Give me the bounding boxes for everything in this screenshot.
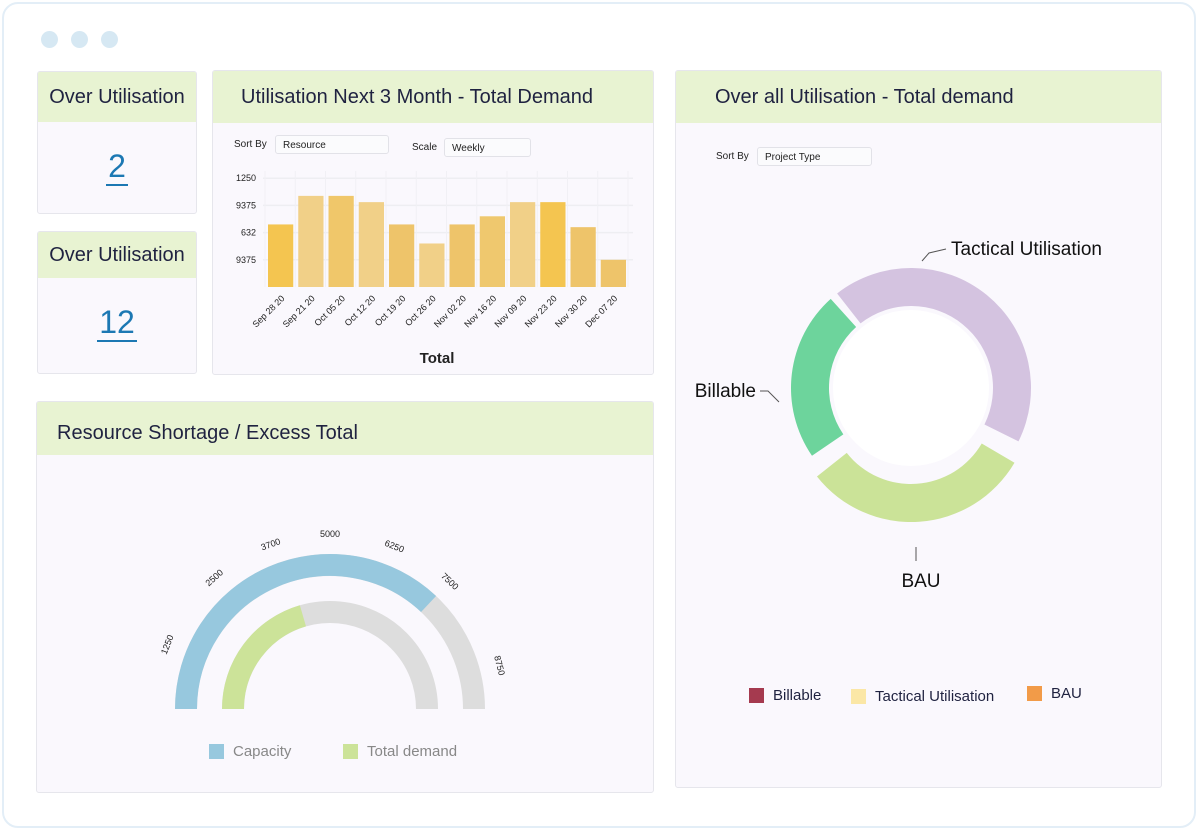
gauge-tick-label: 1250 [159, 633, 176, 655]
legend-label: Capacity [233, 743, 292, 760]
x-tick-label: Oct 12 20 [343, 293, 378, 328]
bar [570, 227, 596, 287]
bar [449, 224, 475, 287]
panel-title: Resource Shortage / Excess Total [37, 402, 653, 455]
gauge-fill-capacity [175, 554, 437, 710]
bar [389, 224, 415, 287]
shortage-panel: Resource Shortage / Excess Total 1250 250… [36, 401, 654, 793]
gauge-tick-label: 2500 [203, 567, 225, 588]
donut-slice-billable [791, 298, 857, 456]
bar [510, 202, 536, 287]
legend-total-demand: Total demand [343, 743, 457, 760]
legend-swatch [1027, 686, 1042, 701]
donut-hole [833, 310, 989, 466]
slice-label-leader [760, 390, 780, 403]
kpi-value-link[interactable]: 2 [106, 148, 128, 186]
x-tick-label: Oct 19 20 [373, 293, 408, 328]
y-tick-label: 632 [241, 228, 256, 238]
legend-bau: BAU [1027, 685, 1082, 702]
scale-label: Scale [412, 142, 438, 153]
gauge-tick-label: 8750 [492, 655, 507, 677]
legend-tactical: Tactical Utilisation [851, 688, 994, 705]
window-dot-icon [101, 31, 118, 48]
bar [298, 195, 324, 287]
bar [419, 243, 445, 287]
overall-utilisation-panel: Over all Utilisation - Total demand Sort… [675, 70, 1162, 788]
gauge-tick-label: 3700 [260, 536, 282, 552]
gauge-chart: 1250 2500 3700 5000 6250 7500 8750 [159, 529, 507, 710]
gauge-tick-label: 5000 [320, 529, 340, 539]
x-tick-label: Oct 05 20 [312, 293, 347, 328]
kpi-title: Over Utilisation [38, 232, 196, 278]
window-dot-icon [41, 31, 58, 48]
gauge-fill-total-demand [222, 605, 307, 710]
kpi-card-over-utilisation-2: Over Utilisation 12 [37, 231, 197, 374]
bar [479, 216, 505, 287]
legend-label: Billable [773, 687, 822, 704]
legend-label: Tactical Utilisation [875, 688, 995, 705]
gauge-tick-label: 7500 [439, 571, 460, 592]
legend-label: Total demand [367, 743, 458, 760]
kpi-card-over-utilisation: Over Utilisation 2 [37, 71, 197, 214]
legend-swatch [749, 688, 764, 703]
x-axis-title: Total [420, 350, 455, 367]
sort-by-select[interactable]: Resource [275, 135, 389, 154]
donut-slice-bau [816, 443, 1015, 522]
sort-by-select[interactable]: Project Type [757, 147, 872, 166]
gauge-tick-label: 6250 [383, 538, 405, 555]
legend-swatch [343, 744, 358, 759]
bar [328, 195, 354, 287]
legend-billable: Billable [749, 687, 821, 704]
y-tick-label: 9375 [236, 255, 256, 265]
bar [358, 202, 384, 287]
panel-title: Over all Utilisation - Total demand [676, 71, 1161, 123]
kpi-value-link[interactable]: 12 [97, 304, 137, 342]
x-tick-label: Dec 07 20 [583, 293, 619, 329]
donut-slice-tactical-utilisation [837, 268, 1031, 442]
legend-swatch [851, 689, 866, 704]
legend-swatch [209, 744, 224, 759]
slice-label: BAU [901, 571, 940, 592]
sort-by-label: Sort By [716, 151, 749, 162]
window-dot-icon [71, 31, 88, 48]
legend-label: BAU [1051, 685, 1082, 702]
bar [540, 202, 566, 287]
x-tick-label: Sep 21 20 [281, 293, 317, 329]
bar [268, 224, 294, 287]
legend-capacity: Capacity [209, 743, 291, 760]
slice-label: Tactical Utilisation [951, 239, 1102, 260]
utilisation-panel: Utilisation Next 3 Month - Total Demand … [212, 70, 654, 375]
sort-by-label: Sort By [234, 139, 267, 150]
scale-select[interactable]: Weekly [444, 138, 531, 157]
y-tick-label: 1250 [236, 173, 256, 183]
kpi-title: Over Utilisation [38, 72, 196, 122]
panel-title: Utilisation Next 3 Month - Total Demand [213, 71, 653, 123]
slice-label-leader [921, 248, 947, 262]
donut-chart: Tactical Utilisation BAU Billable [695, 239, 1102, 592]
y-tick-label: 9375 [236, 200, 256, 210]
slice-label: Billable [695, 381, 756, 402]
bar [600, 259, 626, 287]
